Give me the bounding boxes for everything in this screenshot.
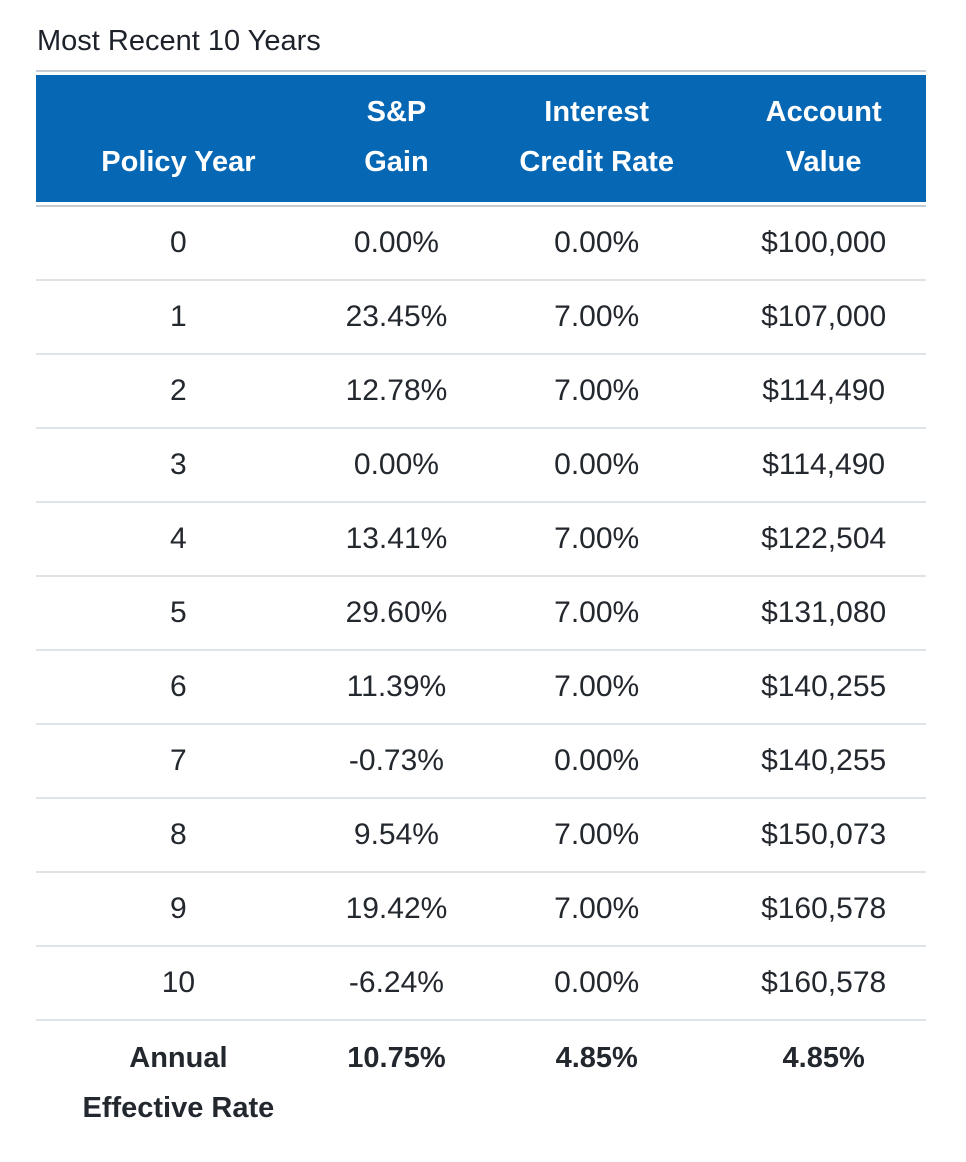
header-label-line: Credit Rate [519,146,675,178]
cell-s-p-gain: 9.54% [320,797,473,871]
footer-value-account-value: 4.85% [721,1019,926,1159]
cell-s-p-gain: 19.42% [320,871,473,945]
table-header-row: Policy Year S&P Gain Interest Credit Rate Acc… [36,75,926,205]
cell-account-value: $100,000 [721,205,926,279]
cell-s-p-gain: 13.41% [320,501,473,575]
footer-label-annual-effective-rate: Annual Effective Rate [36,1019,321,1159]
table-top-rule [36,70,926,72]
cell-interest-credit-rate: 0.00% [472,945,722,1019]
table-row: 6 11.39% 7.00% $140,255 [36,649,926,723]
table-row: 10 -6.24% 0.00% $160,578 [36,945,926,1019]
column-header-policy-year: Policy Year [36,75,321,205]
cell-policy-year: 4 [36,501,321,575]
cell-policy-year: 1 [36,279,321,353]
cell-interest-credit-rate: 7.00% [472,797,722,871]
cell-s-p-gain: 0.00% [320,205,473,279]
cell-interest-credit-rate: 7.00% [472,575,722,649]
cell-policy-year: 2 [36,353,321,427]
header-label-line: Interest [544,96,650,128]
cell-interest-credit-rate: 0.00% [472,427,722,501]
table-row: 7 -0.73% 0.00% $140,255 [36,723,926,797]
cell-account-value: $122,504 [721,501,926,575]
cell-account-value: $140,255 [721,649,926,723]
footer-label-line: Effective Rate [82,1092,275,1124]
header-label-line: Account [765,96,882,128]
table-row: 9 19.42% 7.00% $160,578 [36,871,926,945]
cell-interest-credit-rate: 7.00% [472,353,722,427]
header-label-line: Policy Year [101,146,256,178]
cell-account-value: $107,000 [721,279,926,353]
cell-interest-credit-rate: 7.00% [472,279,722,353]
cell-interest-credit-rate: 7.00% [472,501,722,575]
cell-policy-year: 5 [36,575,321,649]
column-header-interest-credit-rate: Interest Credit Rate [472,75,722,205]
cell-interest-credit-rate: 0.00% [472,205,722,279]
cell-interest-credit-rate: 7.00% [472,649,722,723]
table-row: 3 0.00% 0.00% $114,490 [36,427,926,501]
footer-value-s-p-gain: 10.75% [320,1019,473,1159]
cell-s-p-gain: 12.78% [320,353,473,427]
table-row: 0 0.00% 0.00% $100,000 [36,205,926,279]
cell-policy-year: 0 [36,205,321,279]
table-body: 0 0.00% 0.00% $100,000 1 23.45% 7.00% $107,000 2… [36,205,926,1019]
cell-policy-year: 3 [36,427,321,501]
cell-account-value: $131,080 [721,575,926,649]
header-label-line: S&P [366,96,427,128]
cell-policy-year: 8 [36,797,321,871]
policy-year-table: Policy Year S&P Gain Interest Credit Rate Acc… [36,75,926,1159]
cell-account-value: $114,490 [721,353,926,427]
cell-account-value: $140,255 [721,723,926,797]
cell-account-value: $160,578 [721,945,926,1019]
footer-value-interest-credit-rate: 4.85% [472,1019,722,1159]
cell-account-value: $160,578 [721,871,926,945]
table-row: 4 13.41% 7.00% $122,504 [36,501,926,575]
table-title: Most Recent 10 Years [37,25,321,57]
cell-s-p-gain: 23.45% [320,279,473,353]
cell-s-p-gain: -6.24% [320,945,473,1019]
table-footer-row: Annual Effective Rate 10.75% 4.85% 4.85% [36,1019,926,1159]
cell-policy-year: 6 [36,649,321,723]
column-header-account-value: Account Value [721,75,926,205]
table-row: 2 12.78% 7.00% $114,490 [36,353,926,427]
table-row: 8 9.54% 7.00% $150,073 [36,797,926,871]
cell-interest-credit-rate: 0.00% [472,723,722,797]
cell-s-p-gain: 11.39% [320,649,473,723]
cell-s-p-gain: 29.60% [320,575,473,649]
cell-interest-credit-rate: 7.00% [472,871,722,945]
cell-policy-year: 10 [36,945,321,1019]
cell-policy-year: 9 [36,871,321,945]
table-row: 1 23.45% 7.00% $107,000 [36,279,926,353]
cell-s-p-gain: 0.00% [320,427,473,501]
cell-s-p-gain: -0.73% [320,723,473,797]
table-row: 5 29.60% 7.00% $131,080 [36,575,926,649]
cell-policy-year: 7 [36,723,321,797]
cell-account-value: $114,490 [721,427,926,501]
header-label-line: Value [785,146,862,178]
column-header-s-p-gain: S&P Gain [320,75,473,205]
footer-label-line: Annual [129,1042,228,1074]
header-label-line: Gain [364,146,429,178]
cell-account-value: $150,073 [721,797,926,871]
